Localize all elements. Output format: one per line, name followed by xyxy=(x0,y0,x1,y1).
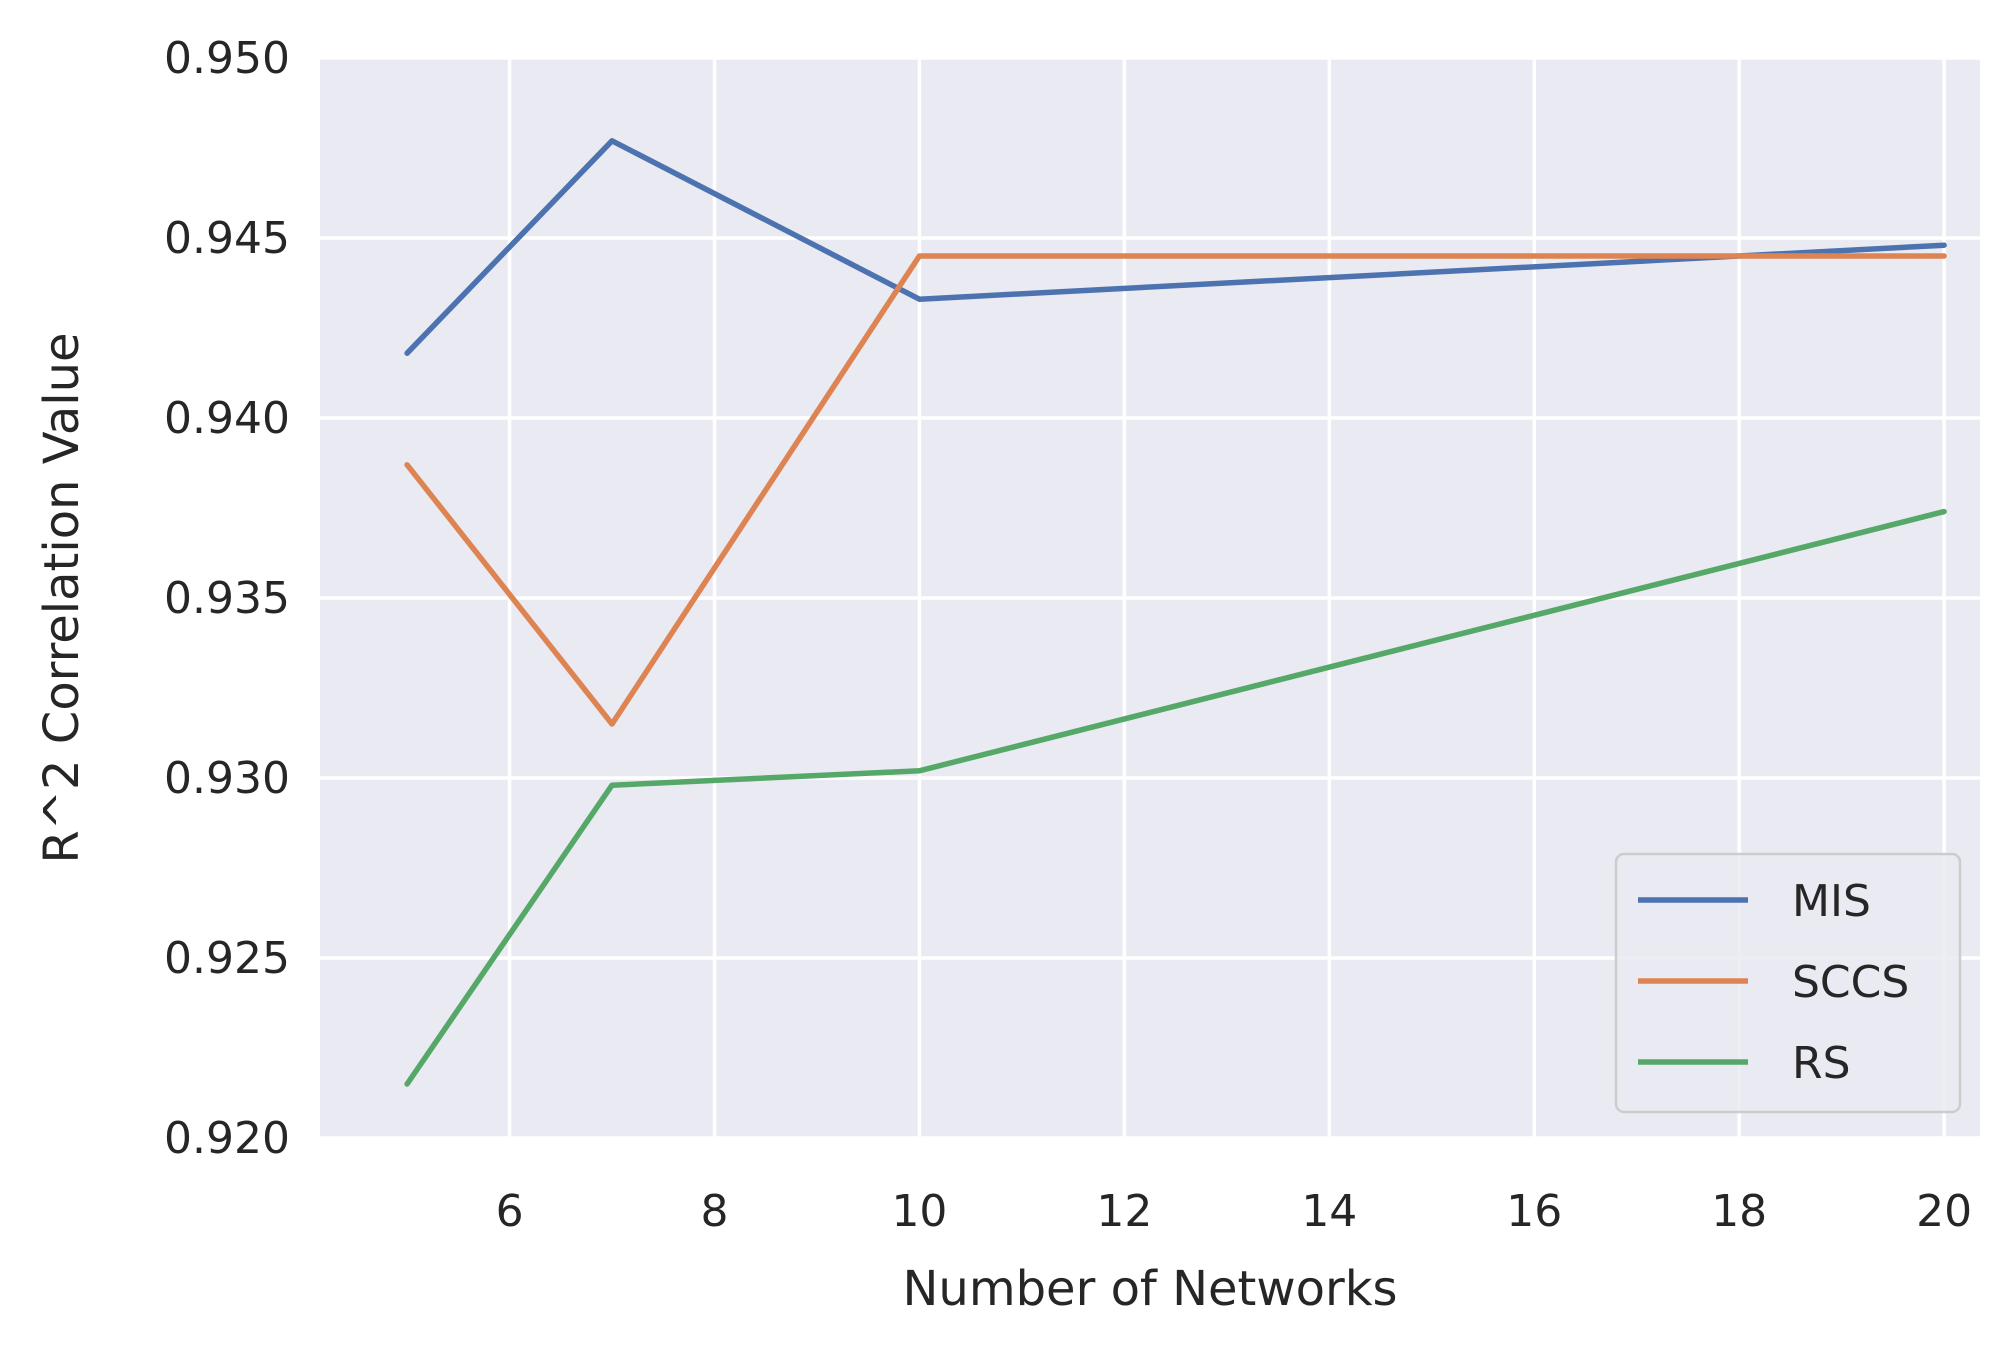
legend-label-sccs: SCCS xyxy=(1792,957,1909,1008)
series-lines xyxy=(404,138,1947,1087)
x-tick-label: 12 xyxy=(1096,1186,1152,1237)
x-tick-label: 18 xyxy=(1711,1186,1767,1237)
legend-label-rs: RS xyxy=(1792,1038,1851,1089)
legend: MIS SCCS RS xyxy=(1614,852,1962,1114)
y-axis-label: R^2 Correlation Value xyxy=(34,332,90,863)
x-tick-label: 14 xyxy=(1301,1186,1357,1237)
x-tick-label: 6 xyxy=(496,1186,524,1237)
y-tick-label: 0.925 xyxy=(164,933,290,984)
series-line-mis xyxy=(404,138,1947,356)
x-tick-label: 8 xyxy=(701,1186,729,1237)
y-tick-label: 0.935 xyxy=(164,573,290,624)
x-axis-label: Number of Networks xyxy=(902,1261,1397,1317)
y-tick-label: 0.920 xyxy=(164,1113,290,1164)
y-axis-ticks: 0.920 0.925 0.930 0.935 0.940 0.945 0.950 xyxy=(164,33,290,1164)
x-tick-label: 10 xyxy=(891,1186,947,1237)
y-tick-label: 0.930 xyxy=(164,753,290,804)
y-tick-label: 0.940 xyxy=(164,393,290,444)
x-tick-label: 20 xyxy=(1916,1186,1972,1237)
legend-label-mis: MIS xyxy=(1792,876,1871,927)
x-tick-label: 16 xyxy=(1506,1186,1562,1237)
legend-box xyxy=(1614,852,1962,1114)
series-line-sccs xyxy=(404,253,1947,727)
series-line-rs xyxy=(404,508,1947,1087)
x-axis-ticks: 6 8 10 12 14 16 18 20 xyxy=(496,1186,1973,1237)
y-tick-label: 0.950 xyxy=(164,33,290,84)
y-tick-label: 0.945 xyxy=(164,213,290,264)
